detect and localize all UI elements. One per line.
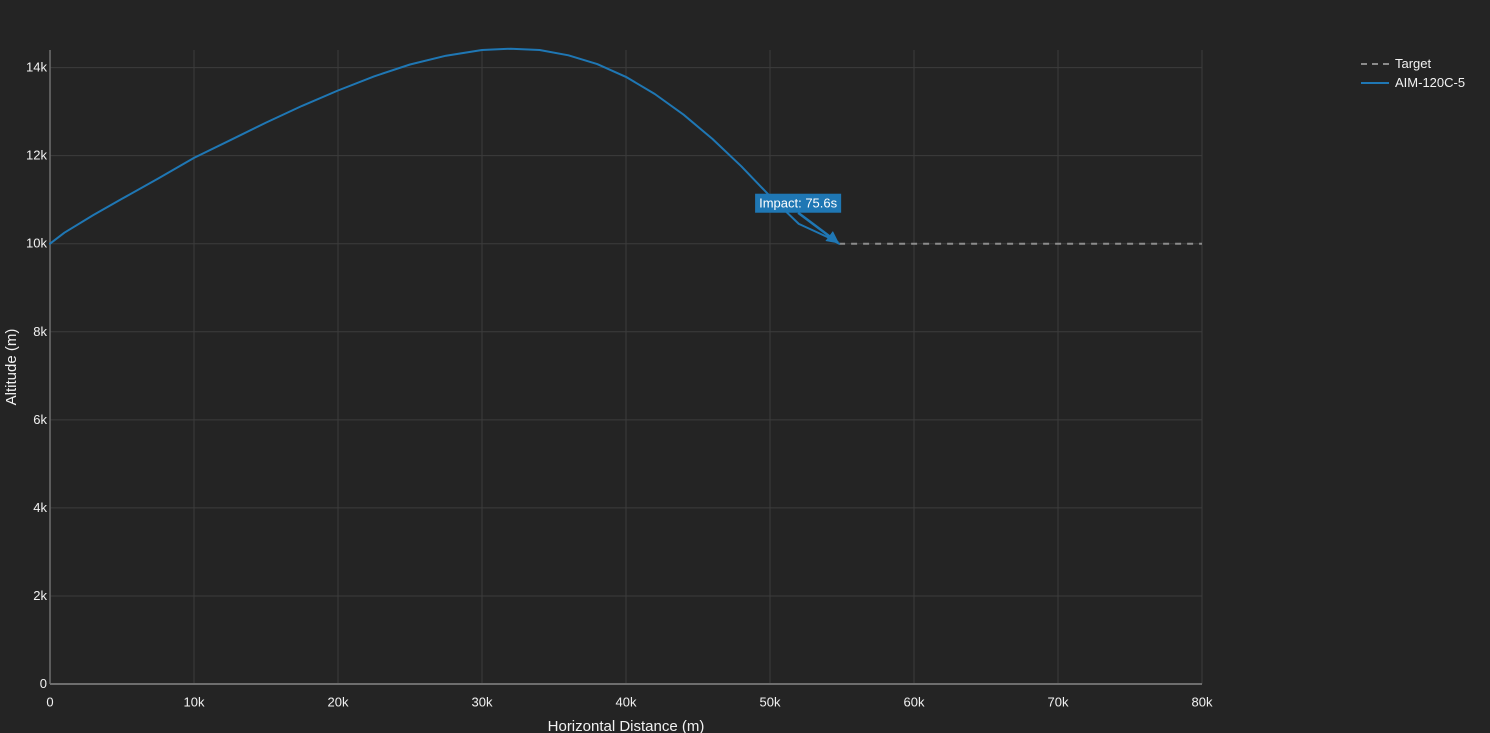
x-tick-label: 80k (1192, 695, 1213, 710)
x-axis-title: Horizontal Distance (m) (548, 718, 705, 733)
x-tick-label: 10k (184, 695, 205, 710)
annotation-box (755, 193, 842, 213)
impact-annotation: Impact: 75.6s (755, 193, 842, 213)
legend-label: AIM-120C-5 (1395, 75, 1465, 90)
x-tick-label: 0 (46, 695, 53, 710)
x-tick-label: 30k (472, 695, 493, 710)
y-tick-label: 10k (26, 236, 47, 251)
y-tick-label: 2k (33, 588, 47, 603)
annotation-layer: Impact: 75.6s (755, 193, 842, 244)
legend-label: Target (1395, 56, 1432, 71)
legend[interactable]: Target AIM-120C-5 (1361, 56, 1465, 90)
y-tick-label: 14k (26, 60, 47, 75)
y-tick-label: 0 (40, 676, 47, 691)
annotation-label: Impact: 75.6s (759, 196, 838, 211)
x-tick-label: 70k (1048, 695, 1069, 710)
x-tick-label: 50k (760, 695, 781, 710)
y-axis-title: Altitude (m) (3, 329, 20, 406)
y-tick-label: 12k (26, 148, 47, 163)
legend-item-target[interactable]: Target (1361, 56, 1432, 71)
series-line-aim-120c-5[interactable] (49, 47, 841, 245)
legend-item-aim-120c-5[interactable]: AIM-120C-5 (1361, 75, 1465, 90)
y-tick-label: 4k (33, 500, 47, 515)
y-tick-label: 8k (33, 324, 47, 339)
y-tick-label: 6k (33, 412, 47, 427)
axes-layer: 0 10k 20k 30k 40k 50k 60k 70k 80k 0 2k 4k 6k 8k 10k 12k… (26, 50, 1213, 710)
x-tick-label: 60k (904, 695, 925, 710)
x-tick-label: 20k (328, 695, 349, 710)
x-tick-label: 40k (616, 695, 637, 710)
series-layer (49, 47, 1202, 245)
grid-layer (50, 50, 1203, 684)
annotation-arrow (797, 211, 840, 244)
